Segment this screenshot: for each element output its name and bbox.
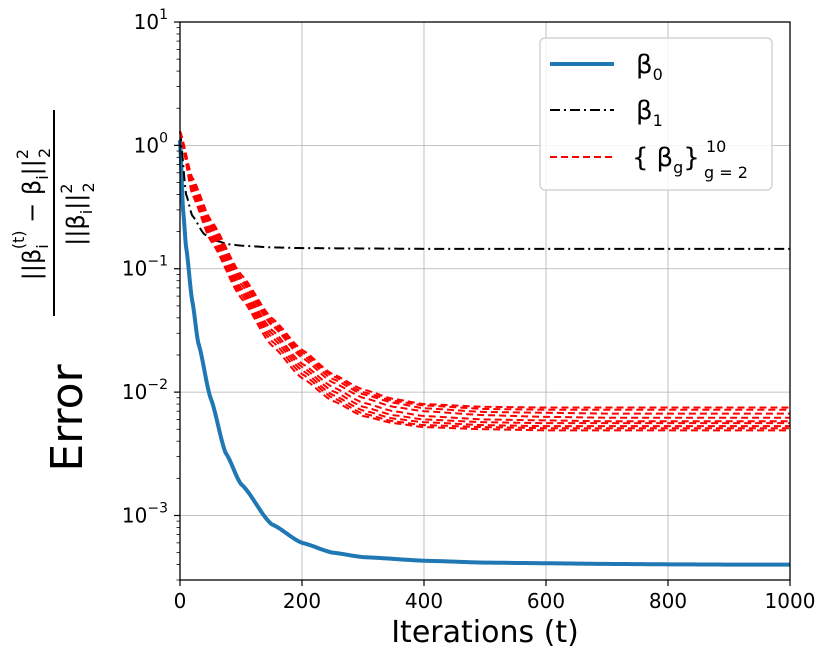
legend-label-betag: {βg} [632, 143, 700, 177]
series-2-line-0 [179, 130, 790, 409]
legend-box [539, 37, 773, 191]
fraction-denominator: ||βi||2 2 [57, 182, 98, 246]
series-2-line-7 [179, 131, 790, 432]
x-axis-label: Iterations (t) [391, 615, 579, 650]
y-tick-label: 100 [134, 130, 168, 157]
series-2-line-8 [179, 131, 790, 415]
legend: β0 β1 {βg} 10 g = 2 [539, 37, 773, 191]
x-tick-label: 600 [527, 589, 565, 613]
x-tick-label: 400 [405, 589, 443, 613]
legend-label-beta1: β1 [636, 96, 663, 130]
x-tick-label: 1000 [765, 589, 816, 613]
series-2-line-4 [179, 131, 790, 425]
fraction-numerator: ||βi(t) − βi||2 2 [9, 148, 54, 280]
y-tick-label: 10−3 [122, 500, 168, 527]
legend-betag-sub2: g = 2 [704, 163, 748, 182]
series-1-line [179, 131, 790, 250]
legend-betag-sup: 10 [706, 137, 726, 156]
x-tick-label: 200 [283, 589, 321, 613]
legend-label-beta0: β0 [636, 50, 663, 84]
num-sup-t: (t) [9, 230, 28, 249]
series-2-line-2 [179, 131, 790, 419]
y-tick-label: 101 [134, 7, 168, 34]
series-2-line-5 [179, 131, 790, 428]
series-layer [178, 130, 790, 567]
series-2-line-6 [179, 131, 790, 430]
ticks: 0 200 400 600 800 1000 101 100 10−1 10−2 10−3 [122, 7, 816, 613]
y-axis-label: Error [42, 363, 93, 471]
plot-frame [179, 21, 791, 581]
y-tick-label: 10−1 [122, 254, 168, 281]
y-tick-label: 10−2 [122, 377, 168, 404]
x-tick-label: 800 [649, 589, 687, 613]
series-2-line-3 [179, 131, 790, 423]
y-axis-fraction: ||βi(t) − βi||2 2 ||βi||2 2 [9, 110, 98, 316]
series-0-line [178, 140, 790, 567]
gridlines [179, 21, 791, 580]
x-tick-label: 0 [174, 589, 187, 613]
num-sub-i: i [33, 244, 52, 248]
